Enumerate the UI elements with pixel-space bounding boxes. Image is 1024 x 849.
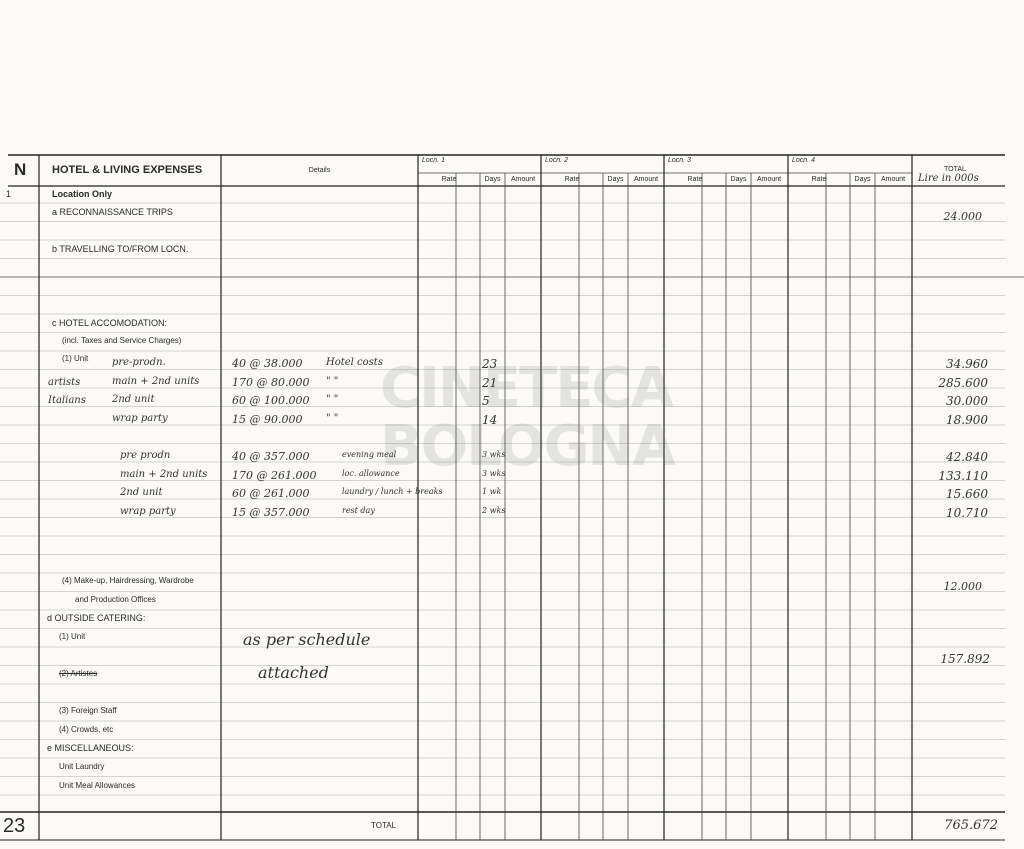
label-hotel-unit: (1) Unit: [62, 354, 89, 363]
hw-item: pre-prodn.: [112, 357, 166, 368]
hw-row-total: 18.900: [946, 412, 988, 427]
amount-header: Amount: [880, 176, 906, 183]
hw-item: pre prodn: [120, 450, 171, 461]
hw-reconnaissance-total: 24.000: [943, 210, 983, 223]
hw-days: 5: [482, 394, 490, 408]
hw-note: " ": [326, 412, 339, 424]
hw-detail: 60 @ 100.000: [232, 394, 310, 407]
hw-note: rest day: [342, 505, 375, 515]
hw-days: 23: [482, 357, 498, 371]
label-crowds: (4) Crowds, etc: [59, 725, 114, 734]
hw-days: 14: [482, 412, 498, 427]
location-header-2: Locn. 2: [545, 157, 568, 164]
location-header-3: Locn. 3: [668, 157, 691, 164]
days-header: Days: [484, 176, 501, 183]
label-production-offices: and Production Offices: [75, 595, 156, 604]
rate-header: Rate: [811, 176, 827, 183]
hw-detail: 15 @ 90.000: [232, 412, 303, 426]
label-location-only: Location Only: [52, 189, 113, 199]
label-catering: d OUTSIDE CATERING:: [47, 613, 146, 623]
amount-header: Amount: [633, 176, 659, 183]
item-number: 1: [6, 189, 12, 199]
label-reconnaissance: a RECONNAISSANCE TRIPS: [52, 207, 173, 217]
hw-makeup-total: 12.000: [943, 580, 983, 593]
hw-catering-note-2: attached: [258, 663, 329, 682]
label-misc: e MISCELLANEOUS:: [47, 743, 134, 753]
location-header-4: Locn. 4: [792, 157, 815, 164]
hw-row-total: 34.960: [946, 357, 988, 371]
label-hotel-note: (incl. Taxes and Service Charges): [62, 336, 182, 345]
hw-item: main + 2nd units: [120, 468, 208, 480]
amount-header: Amount: [756, 176, 782, 183]
hw-item: main + 2nd units: [112, 375, 200, 387]
hw-note: Hotel costs: [326, 357, 383, 368]
label-travelling: b TRAVELLING TO/FROM LOCN.: [52, 244, 189, 254]
rate-header: Rate: [441, 176, 457, 183]
hw-note: " ": [326, 394, 339, 405]
hw-item: 2nd unit: [120, 487, 163, 498]
hw-item: wrap party: [120, 505, 176, 517]
hw-days: 21: [482, 375, 498, 390]
hw-detail: 170 @ 261.000: [232, 468, 317, 482]
page-title: HOTEL & LIVING EXPENSES: [52, 164, 203, 176]
location-header-1: Locn. 1: [422, 157, 445, 164]
hw-item: wrap party: [112, 412, 168, 424]
label-meal-allowances: Unit Meal Allowances: [59, 781, 136, 790]
hw-row-total: 30.000: [946, 394, 988, 408]
hw-detail: 40 @ 38.000: [232, 357, 303, 370]
section-letter: N: [14, 160, 27, 179]
hw-group-artists: artists: [48, 377, 81, 388]
rate-header: Rate: [687, 176, 703, 183]
label-catering-artistes: (2) Artistes: [59, 669, 98, 678]
watermark-logo: CINETECA BOLOGNA: [380, 356, 676, 479]
total-unit-note: Lire in 000s: [918, 173, 979, 184]
hw-detail: 170 @ 80.000: [232, 375, 310, 389]
hw-detail: 60 @ 261.000: [232, 487, 310, 500]
hw-note: loc. allowance: [342, 468, 400, 478]
hw-catering-total: 157.892: [940, 652, 990, 666]
label-unit-laundry: Unit Laundry: [59, 762, 105, 771]
hw-days: 3 wks: [482, 468, 506, 478]
hw-row-total: 42.840: [946, 450, 988, 464]
hw-days: 3 wks: [482, 450, 506, 459]
label-total: TOTAL: [371, 821, 397, 830]
hw-detail: 15 @ 357.000: [232, 505, 310, 519]
days-header: Days: [854, 176, 871, 183]
hw-note: " ": [326, 375, 339, 387]
amount-header: Amount: [510, 176, 536, 183]
details-header: Details: [308, 167, 331, 174]
hw-row-total: 10.710: [946, 505, 988, 520]
label-makeup: (4) Make-up, Hairdressing, Wardrobe: [62, 576, 194, 585]
page-number: 23: [3, 815, 26, 837]
hw-item: 2nd unit: [112, 394, 155, 405]
hw-group-italians: Italians: [48, 395, 86, 406]
hw-days: 1 wk: [482, 487, 502, 496]
total-header: TOTAL: [944, 166, 966, 173]
label-foreign-staff: (3) Foreign Staff: [59, 706, 117, 715]
hw-note: laundry / lunch + breaks: [342, 487, 443, 496]
hw-detail: 40 @ 357.000: [232, 450, 310, 463]
hw-catering-note-1: as per schedule: [243, 630, 371, 649]
label-hotel: c HOTEL ACCOMODATION:: [52, 318, 168, 328]
label-catering-unit: (1) Unit: [59, 632, 86, 641]
hw-note: evening meal: [342, 450, 397, 459]
hw-row-total: 15.660: [946, 487, 988, 501]
days-header: Days: [730, 176, 747, 183]
days-header: Days: [607, 176, 624, 183]
hw-days: 2 wks: [482, 505, 506, 515]
hw-row-total: 133.110: [938, 468, 988, 483]
hw-grand-total: 765.672: [944, 818, 998, 833]
hw-row-total: 285.600: [938, 375, 988, 390]
rate-header: Rate: [564, 176, 580, 183]
